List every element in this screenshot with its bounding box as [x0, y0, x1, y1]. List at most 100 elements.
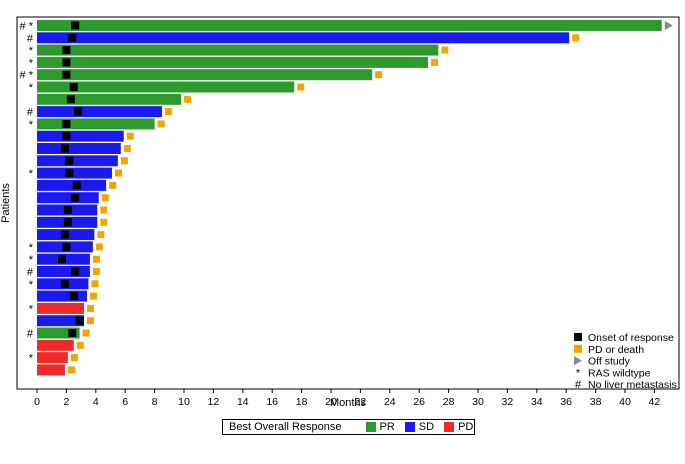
x-tick-label: 12 — [208, 396, 220, 408]
pd-death-marker — [109, 181, 117, 189]
legend-item-pd: PD — [444, 421, 473, 433]
pd-death-marker — [82, 329, 90, 337]
legend-marker — [574, 333, 582, 341]
pd-death-marker — [157, 120, 165, 128]
legend-swatch-sd — [404, 422, 415, 432]
onset-marker — [60, 144, 69, 153]
x-tick-label: 4 — [93, 396, 99, 408]
legend-label: Off study — [588, 356, 631, 368]
patient-bar — [37, 167, 112, 179]
x-tick-label: 20 — [325, 396, 337, 408]
x-tick-label: 34 — [531, 396, 543, 408]
x-tick-label: 40 — [619, 396, 631, 408]
pd-death-marker — [76, 341, 84, 349]
x-tick-label: 8 — [152, 396, 158, 408]
response-legend: Best Overall Response PR SD PD — [222, 419, 475, 435]
x-tick-label: 24 — [384, 396, 396, 408]
onset-marker — [62, 119, 71, 128]
patient-bar — [37, 44, 439, 56]
onset-marker — [60, 279, 69, 288]
onset-marker — [65, 156, 74, 165]
patient-bar — [37, 106, 162, 118]
pd-death-marker — [100, 206, 108, 214]
patient-symbol-label: # — [27, 267, 34, 279]
legend-label-pr: PR — [379, 421, 395, 433]
onset-marker — [75, 316, 84, 325]
x-tick-label: 22 — [355, 396, 367, 408]
x-tick-label: 28 — [443, 396, 455, 408]
patient-symbol-label: # — [27, 328, 34, 340]
patient-bar — [37, 143, 121, 154]
x-tick-label: 0 — [34, 396, 40, 408]
legend-label: No liver metastasis — [588, 379, 677, 391]
legend-item-sd: SD — [404, 421, 435, 433]
pd-death-marker — [92, 268, 100, 275]
bars-layer: # *#**# **#****#**#* — [20, 20, 673, 376]
x-tick-label: 18 — [296, 396, 308, 408]
y-axis-label: Patients — [0, 183, 12, 223]
pd-death-marker — [126, 132, 134, 140]
patient-symbol-label: * — [29, 353, 34, 365]
pd-death-marker — [120, 157, 128, 165]
onset-marker — [62, 70, 71, 79]
onset-marker — [68, 33, 77, 42]
onset-marker — [68, 329, 77, 337]
legend-label: PD or death — [588, 344, 644, 356]
patient-bar — [37, 290, 87, 302]
pd-death-marker — [67, 366, 75, 374]
pd-death-marker — [70, 354, 78, 362]
legend-marker — [574, 344, 582, 353]
x-tick-label: 36 — [560, 396, 572, 408]
x-axis-ticks: 0 2 4 6 8 10 12 14 16 18 20 22 24 26 28 30 32 34 36 38 40 42 — [34, 389, 660, 408]
onset-marker — [62, 242, 71, 251]
patient-bar — [37, 302, 85, 314]
x-tick-label: 14 — [237, 396, 249, 408]
legend-label: Onset of response — [588, 332, 674, 344]
pd-death-marker — [87, 317, 95, 325]
x-tick-label: 16 — [266, 396, 278, 408]
patient-symbol-label: * — [29, 242, 34, 254]
legend-marker: * — [576, 367, 581, 379]
patient-symbol-label: * — [29, 168, 34, 180]
pd-death-marker — [95, 243, 103, 251]
onset-marker — [66, 95, 75, 104]
pd-death-marker — [123, 145, 131, 152]
patient-symbol-label: # — [27, 107, 34, 119]
patient-bar — [37, 352, 68, 364]
patient-symbol-label: # * — [20, 21, 34, 33]
plot-frame — [16, 16, 680, 390]
patient-bar — [37, 20, 662, 31]
legend-marker — [574, 356, 582, 366]
pd-death-marker — [572, 34, 580, 42]
patient-bar — [37, 266, 90, 277]
onset-marker — [62, 46, 71, 55]
pd-death-marker — [100, 218, 108, 226]
x-tick-label: 32 — [502, 396, 514, 408]
pd-death-marker — [114, 169, 122, 177]
x-axis-label: Months — [330, 397, 367, 409]
pd-death-marker — [97, 231, 105, 239]
legend-swatch-pd — [444, 422, 455, 432]
onset-marker — [65, 169, 74, 178]
patient-symbol-label: * — [29, 303, 34, 315]
onset-marker — [69, 83, 78, 91]
legend-swatch-pr — [365, 422, 376, 432]
onset-marker — [63, 206, 72, 214]
onset-marker — [71, 193, 80, 202]
onset-marker — [57, 255, 66, 264]
pd-death-marker — [101, 194, 109, 202]
patient-bar — [37, 315, 85, 327]
legend-label-sd: SD — [418, 421, 435, 433]
onset-marker — [69, 292, 78, 301]
patient-symbol-label: # — [27, 33, 34, 45]
legend-marker: # — [575, 379, 582, 391]
onset-marker — [74, 107, 83, 116]
onset-marker — [62, 58, 71, 67]
x-tick-label: 2 — [63, 396, 69, 408]
patient-bar — [37, 130, 124, 142]
pd-death-marker — [92, 255, 100, 263]
legend-label: RAS wildtype — [588, 367, 651, 379]
pd-death-marker — [87, 304, 95, 312]
patient-symbol-label: * — [29, 119, 34, 131]
